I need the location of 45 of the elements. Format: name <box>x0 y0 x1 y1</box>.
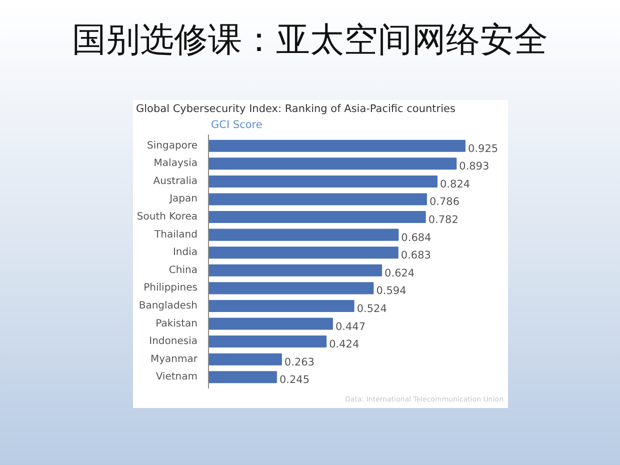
bar <box>208 158 457 170</box>
bar <box>208 140 466 152</box>
bar <box>208 246 398 259</box>
data-label: 0.245 <box>279 374 310 386</box>
bar <box>208 336 327 348</box>
data-label: 0.524 <box>356 302 388 315</box>
data-label: 0.684 <box>401 232 432 244</box>
bar <box>208 371 277 384</box>
data-label: 0.786 <box>429 196 460 208</box>
data-label: 0.624 <box>384 267 415 280</box>
chart-title: 国别选修课：亚太空间网络安全 <box>72 19 548 62</box>
bar <box>208 300 354 312</box>
data-label: 0.925 <box>468 142 498 155</box>
chart-subtitle: Global Cybersecurity Index: Ranking of Asia-Pacific countries <box>136 102 456 117</box>
y-tick-label: Australia <box>153 176 198 187</box>
bar <box>208 353 282 366</box>
data-label: 0.683 <box>400 250 431 262</box>
data-label: 0.782 <box>428 214 458 226</box>
bar <box>208 193 427 206</box>
series-label: GCI Score <box>211 118 262 133</box>
bar <box>208 228 399 241</box>
y-tick-label: Thailand <box>154 229 198 240</box>
y-tick-label: Myanmar <box>150 354 198 365</box>
bar <box>208 264 382 276</box>
y-tick-label: Bangladesh <box>138 300 198 312</box>
data-label: 0.447 <box>335 320 366 333</box>
bar <box>208 175 438 188</box>
y-tick-label: Philippines <box>144 282 198 294</box>
y-tick-label: Vietnam <box>156 372 198 383</box>
y-tick-label: Malaysia <box>154 158 198 170</box>
data-label: 0.424 <box>329 338 360 351</box>
y-tick-label: Japan <box>168 194 198 205</box>
bar <box>208 282 374 294</box>
y-tick-label: China <box>168 264 198 276</box>
y-tick-label: South Korea <box>136 212 198 223</box>
data-label: 0.263 <box>284 356 314 368</box>
data-label: 0.893 <box>459 160 490 173</box>
y-tick-label: Pakistan <box>156 318 198 330</box>
y-tick-label: Singapore <box>147 140 198 152</box>
y-tick-label: Indonesia <box>149 336 198 348</box>
bar <box>208 211 426 224</box>
data-label: 0.824 <box>440 178 470 190</box>
y-tick-label: India <box>172 247 198 258</box>
data-label: 0.594 <box>376 285 407 298</box>
bar <box>208 318 333 330</box>
